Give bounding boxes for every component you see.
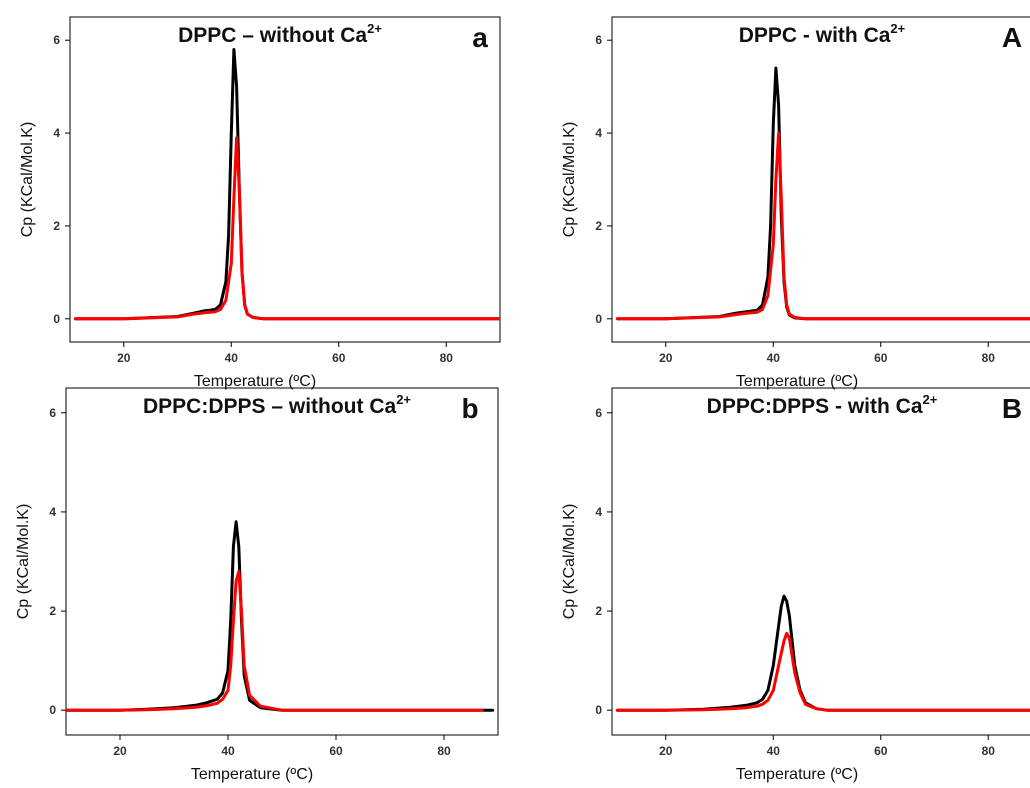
series-group	[73, 48, 500, 321]
y-tick-label: 0	[49, 703, 56, 717]
x-axis-label: Temperature (ºC)	[191, 766, 313, 783]
plot-frame	[69, 16, 501, 343]
y-tick-label: 4	[595, 126, 602, 140]
panel-title: DPPC – without Ca2+	[178, 21, 382, 47]
x-tick-label: 40	[767, 744, 781, 758]
x-tick-label: 40	[221, 744, 235, 758]
plot-frame	[65, 387, 499, 736]
x-tick-label: 20	[659, 744, 673, 758]
series-line-red	[66, 569, 484, 712]
panel-letter: a	[472, 22, 488, 53]
panel-title-superscript: 2+	[396, 392, 411, 407]
panel-title-main: DPPC:DPPS - with Ca	[707, 395, 923, 418]
series-line-black	[73, 48, 500, 321]
x-tick-label: 80	[437, 744, 451, 758]
series-line-red	[615, 631, 1030, 712]
series-line-red	[615, 131, 1030, 321]
x-axis-label: Temperature (ºC)	[736, 766, 858, 783]
y-tick-label: 6	[49, 406, 56, 420]
chart-panel-1: 20 40 60 80 0 2 4 6 Temperature (ºC) Cp (KCal/Mol…	[19, 16, 501, 390]
panel-title-main: DPPC - with Ca	[739, 24, 891, 47]
panel-letter: b	[461, 393, 478, 424]
series-line-black	[615, 594, 1030, 712]
x-tick-label: 80	[982, 351, 996, 365]
x-tick-label: 80	[440, 351, 454, 365]
y-tick-label: 2	[595, 604, 602, 618]
y-tick-label: 2	[595, 219, 602, 233]
panel-letter: A	[1002, 22, 1022, 53]
y-tick-label: 4	[595, 505, 602, 519]
y-tick-label: 4	[53, 126, 60, 140]
y-tick-label: 2	[53, 219, 60, 233]
x-tick-label: 60	[332, 351, 346, 365]
y-tick-label: 6	[53, 33, 60, 47]
series-line-black	[615, 66, 1030, 321]
x-tick-label: 20	[117, 351, 131, 365]
y-tick-label: 6	[595, 33, 602, 47]
y-axis-label: Cp (KCal/Mol.K)	[561, 504, 578, 620]
y-tick-label: 6	[595, 406, 602, 420]
series-line-black	[66, 520, 495, 712]
x-axis-label: Temperature (ºC)	[736, 373, 858, 390]
panel-title-main: DPPC – without Ca	[178, 24, 367, 47]
series-group	[615, 66, 1030, 321]
x-tick-label: 60	[329, 744, 343, 758]
plot-frame	[611, 16, 1030, 343]
panel-title-superscript: 2+	[367, 21, 382, 36]
x-tick-label: 20	[659, 351, 673, 365]
panel-letter: B	[1002, 393, 1022, 424]
x-tick-label: 60	[874, 351, 888, 365]
panel-title-superscript: 2+	[923, 392, 938, 407]
x-tick-label: 80	[982, 744, 996, 758]
x-tick-label: 60	[874, 744, 888, 758]
y-axis-label: Cp (KCal/Mol.K)	[15, 504, 32, 620]
y-axis-label: Cp (KCal/Mol.K)	[19, 122, 36, 238]
series-group	[66, 520, 495, 712]
y-tick-label: 0	[595, 312, 602, 326]
x-tick-label: 40	[767, 351, 781, 365]
chart-panel-2: 20 40 60 80 0 2 4 6 Temperature (ºC) Cp (KCal/Mol…	[561, 16, 1030, 390]
chart-panel-3: 20 40 60 80 0 2 4 6 Temperature (ºC) Cp (KCal/Mol…	[15, 387, 499, 783]
y-tick-label: 0	[595, 703, 602, 717]
x-tick-label: 20	[113, 744, 127, 758]
y-tick-label: 0	[53, 312, 60, 326]
panel-title: DPPC - with Ca2+	[739, 21, 906, 47]
panel-title-main: DPPC:DPPS – without Ca	[143, 395, 397, 418]
x-tick-label: 40	[225, 351, 239, 365]
series-line-red	[73, 136, 500, 321]
y-tick-label: 2	[49, 604, 56, 618]
panel-title-superscript: 2+	[890, 21, 905, 36]
plot-frame	[611, 387, 1030, 736]
y-tick-label: 4	[49, 505, 56, 519]
chart-panel-4: 20 40 60 80 0 2 4 6 Temperature (ºC) Cp (KCal/Mol…	[561, 387, 1030, 783]
y-axis-label: Cp (KCal/Mol.K)	[561, 122, 578, 238]
panel-title: DPPC:DPPS - with Ca2+	[707, 392, 938, 418]
panel-title: DPPC:DPPS – without Ca2+	[143, 392, 411, 418]
series-group	[615, 594, 1030, 712]
x-axis-label: Temperature (ºC)	[194, 373, 316, 390]
